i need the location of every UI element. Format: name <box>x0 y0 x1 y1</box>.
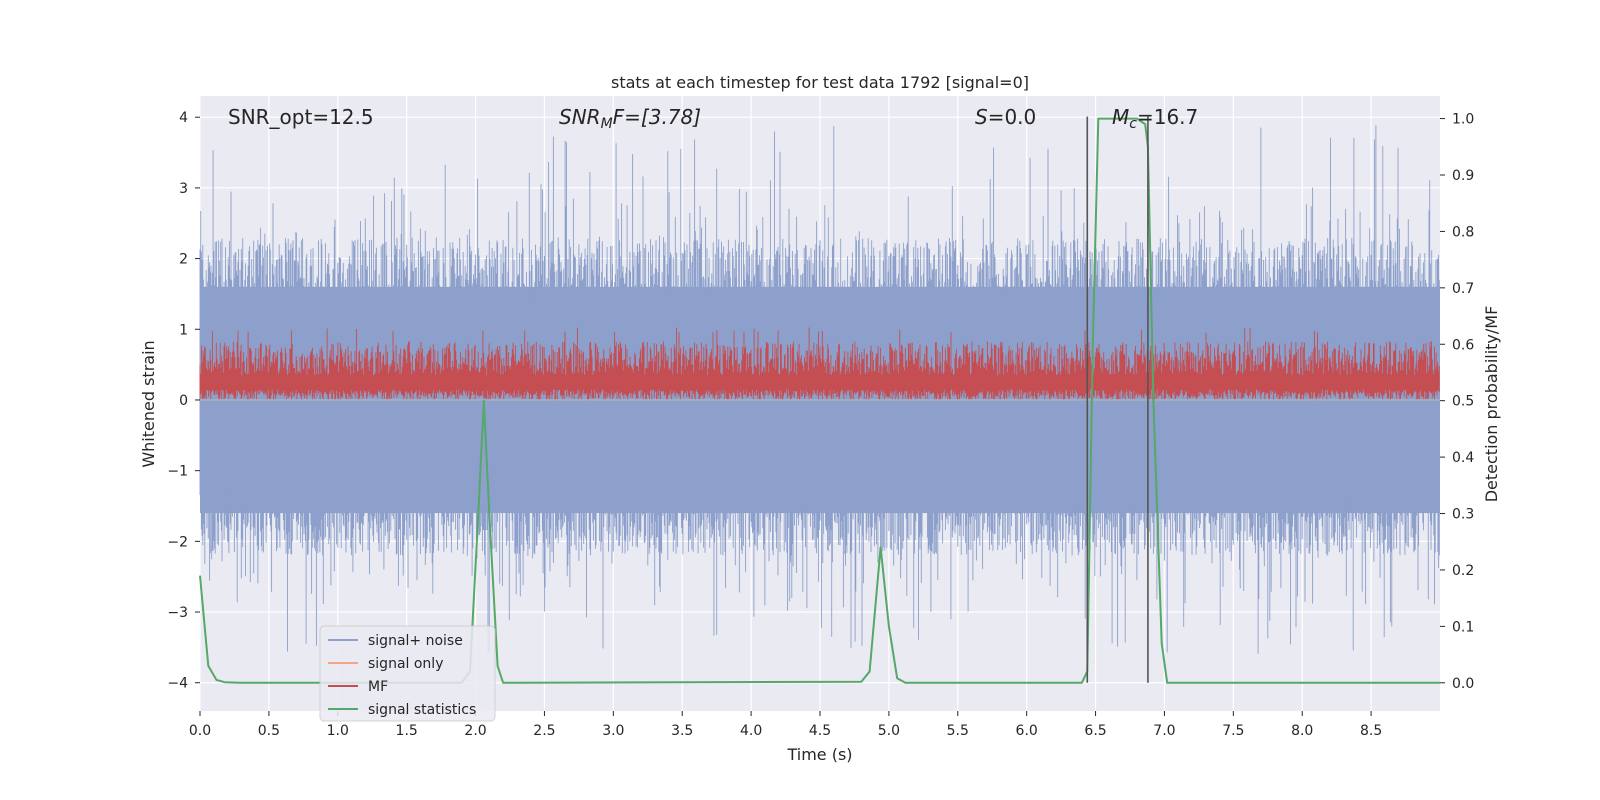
x-tick-label: 2.0 <box>464 723 486 739</box>
y-left-tick-label: −3 <box>167 605 188 621</box>
vertical-markers <box>1086 116 1149 683</box>
x-tick-label: 1.5 <box>396 723 418 739</box>
y-right-tick-label: 0.0 <box>1452 676 1474 692</box>
annotation-mc: Mc=16.7 <box>1112 105 1198 132</box>
y-right-tick-label: 0.6 <box>1452 337 1474 353</box>
y-right-tick-label: 0.1 <box>1452 619 1474 635</box>
annotation-snr-mf: SNRMF=[3.78] <box>559 105 701 132</box>
y-left-tick-label: −4 <box>167 676 188 692</box>
y-left-tick-label: −1 <box>167 464 188 480</box>
x-tick-label: 5.5 <box>947 723 969 739</box>
x-tick-label: 3.5 <box>671 723 693 739</box>
annotation-s-main: S <box>975 105 988 129</box>
legend: signal+ noise signal only MF signal stat… <box>319 625 496 722</box>
x-tick-labels: 0.0 0.5 1.0 1.5 2.0 2.5 3.0 3.5 4.0 4.5 5.0 5.5 6.0 6… <box>189 711 1382 739</box>
y-right-tick-label: 1.0 <box>1452 112 1474 128</box>
series-mf-line <box>199 327 1440 401</box>
annotation-snr-mf-main: SNR <box>559 105 601 129</box>
x-tick-label: 4.5 <box>809 723 831 739</box>
x-tick-label: 4.0 <box>740 723 762 739</box>
annotation-s-tail: =0.0 <box>988 105 1037 129</box>
x-tick-label: 6.5 <box>1084 723 1106 739</box>
y-right-tick-label: 0.5 <box>1452 394 1474 410</box>
y-left-tick-label: 2 <box>179 252 188 268</box>
x-tick-label: 7.0 <box>1153 723 1175 739</box>
y-right-tick-labels: 1.0 0.9 0.8 0.7 0.6 0.5 0.4 0.3 0.2 0.1 0.0 <box>1440 112 1474 692</box>
y-right-tick-label: 0.9 <box>1452 168 1474 184</box>
y-left-tick-label: 1 <box>179 322 188 338</box>
legend-label-signal-statistics: signal statistics <box>368 702 476 718</box>
annotation-s: S=0.0 <box>975 105 1036 129</box>
series-mf <box>199 327 1440 401</box>
annotation-mc-main: M <box>1112 105 1129 129</box>
x-axis-label: Time (s) <box>786 745 852 764</box>
x-tick-label: 5.0 <box>878 723 900 739</box>
y-left-axis-label: Whitened strain <box>139 340 158 467</box>
y-left-tick-label: 0 <box>179 393 188 409</box>
legend-label-mf: MF <box>368 679 388 695</box>
y-right-axis-label: Detection probability/MF <box>1482 306 1501 503</box>
legend-label-signal-only: signal only <box>368 656 443 672</box>
x-tick-label: 8.5 <box>1360 723 1382 739</box>
x-tick-label: 1.0 <box>327 723 349 739</box>
y-left-tick-labels: 4 3 2 1 0 −1 −2 −3 −4 <box>167 110 200 692</box>
legend-label-signal-noise: signal+ noise <box>368 633 463 649</box>
y-right-tick-label: 0.2 <box>1452 563 1474 579</box>
y-right-tick-label: 0.7 <box>1452 281 1474 297</box>
annotation-snr-mf-sub: M <box>601 116 613 132</box>
y-right-tick-label: 0.3 <box>1452 507 1474 523</box>
annotation-mc-sub: c <box>1129 116 1137 132</box>
y-left-tick-label: 3 <box>179 181 188 197</box>
x-tick-label: 0.0 <box>189 723 211 739</box>
y-right-tick-label: 0.8 <box>1452 224 1474 240</box>
legend-box <box>319 625 496 722</box>
x-tick-label: 8.0 <box>1291 723 1313 739</box>
y-right-tick-label: 0.4 <box>1452 450 1474 466</box>
x-tick-label: 6.0 <box>1016 723 1038 739</box>
x-tick-label: 0.5 <box>258 723 280 739</box>
y-left-tick-label: −2 <box>167 534 188 550</box>
x-tick-label: 7.5 <box>1222 723 1244 739</box>
x-tick-label: 3.0 <box>602 723 624 739</box>
annotation-mc-tail: =16.7 <box>1137 105 1198 129</box>
x-tick-label: 2.5 <box>533 723 555 739</box>
annotation-snr-mf-tail: F=[3.78] <box>613 105 701 129</box>
chart-title: stats at each timestep for test data 179… <box>611 73 1029 92</box>
y-left-tick-label: 4 <box>179 110 188 126</box>
series-layer <box>199 117 1440 684</box>
annotation-snr-opt: SNR_opt=12.5 <box>228 105 374 129</box>
